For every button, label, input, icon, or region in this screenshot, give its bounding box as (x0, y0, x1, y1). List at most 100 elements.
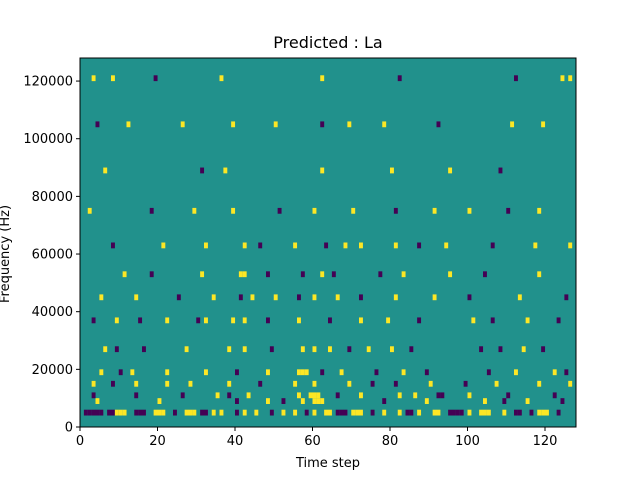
heatmap-cell (436, 121, 441, 128)
heatmap-cell (486, 369, 491, 376)
heatmap-cell (316, 392, 321, 399)
heatmap-cell (490, 242, 495, 249)
heatmap-cell (266, 271, 270, 278)
heatmap-cell (308, 392, 313, 399)
heatmap-cell (242, 242, 247, 249)
heatmap-cell (343, 409, 348, 416)
heatmap-cell (153, 75, 158, 82)
heatmap-cell (537, 380, 542, 387)
y-tick-label: 20000 (32, 363, 73, 378)
heatmap-cell (215, 392, 220, 399)
heatmap-cell (351, 207, 356, 214)
heatmap-cell (537, 207, 542, 214)
heatmap-cell (490, 317, 495, 324)
heatmap-cell (514, 75, 518, 82)
heatmap-cell (114, 409, 119, 416)
heatmap-cell (552, 369, 557, 376)
heatmap-cell (157, 409, 162, 416)
heatmap-cell (297, 392, 301, 399)
heatmap-cell (304, 369, 309, 376)
heatmap-cell (514, 369, 518, 376)
heatmap-cell (552, 392, 557, 399)
heatmap-cell (440, 392, 445, 399)
heatmap-cell (258, 380, 263, 387)
heatmap-cell (180, 392, 185, 399)
heatmap-cell (192, 207, 197, 214)
heatmap-cell (312, 346, 317, 353)
heatmap-cell (312, 294, 317, 301)
heatmap-cell (320, 271, 325, 278)
heatmap-cell (184, 409, 189, 416)
plot-area (79, 57, 577, 428)
heatmap-cell (320, 167, 325, 174)
heatmap-cell (390, 167, 394, 174)
heatmap-cell (432, 294, 437, 301)
heatmap-cell (95, 398, 100, 404)
heatmap-cell (502, 398, 507, 404)
heatmap-cell (242, 346, 247, 353)
heatmap-cell (568, 380, 573, 387)
y-tick-label: 40000 (32, 305, 73, 320)
heatmap-cell (204, 242, 208, 249)
heatmap-cell (335, 392, 340, 399)
heatmap-cell (525, 398, 530, 404)
heatmap-cell (188, 409, 193, 416)
heatmap-cell (514, 409, 518, 416)
heatmap-cell (122, 409, 127, 416)
heatmap-cell (374, 369, 379, 376)
heatmap-cell (541, 121, 546, 128)
heatmap-cell (219, 409, 224, 416)
heatmap-cell (397, 392, 402, 399)
heatmap-cell (153, 409, 158, 416)
heatmap-cell (401, 369, 406, 376)
heatmap-cell (324, 409, 329, 416)
heatmap-cell (293, 242, 298, 249)
heatmap-cell (316, 398, 321, 404)
heatmap-cell (269, 346, 274, 353)
heatmap-cell (397, 409, 402, 416)
heatmap-cell (564, 369, 569, 376)
heatmap-cell (312, 398, 317, 404)
heatmap-cell (393, 380, 398, 387)
heatmap-cell (359, 317, 363, 324)
heatmap-cell (165, 369, 170, 376)
heatmap-cell (339, 369, 344, 376)
heatmap-cell (227, 346, 232, 353)
heatmap-cell (335, 294, 340, 301)
heatmap-cell (204, 409, 208, 416)
heatmap-cell (498, 167, 503, 174)
heatmap-cell (359, 409, 363, 416)
heatmap-cell (204, 369, 208, 376)
heatmap-cell (297, 317, 301, 324)
heatmap-cell (266, 317, 270, 324)
heatmap-cell (393, 207, 398, 214)
heatmap-cell (328, 317, 332, 324)
heatmap-cell (87, 409, 92, 416)
heatmap-cell (545, 409, 549, 416)
y-tick-label: 120000 (23, 75, 73, 90)
heatmap-cell (118, 369, 123, 376)
heatmap-cell (328, 346, 332, 353)
heatmap-cell (134, 294, 139, 301)
y-tick-label: 80000 (32, 190, 73, 205)
heatmap-cell (91, 75, 96, 82)
y-tick-label: 100000 (23, 132, 73, 147)
heatmap-cell (467, 207, 472, 214)
x-tick-label: 80 (382, 434, 399, 449)
x-tick-label: 120 (533, 434, 558, 449)
heatmap-cell (118, 409, 123, 416)
heatmap-cell (161, 242, 166, 249)
heatmap-cell (227, 380, 232, 387)
heatmap-cell (320, 121, 325, 128)
heatmap-cell (134, 380, 139, 387)
heatmap-cell (556, 409, 561, 416)
y-axis: 0 20000 40000 60000 80000 100000 120000 (23, 75, 80, 436)
heatmap-cell (320, 369, 325, 376)
heatmap-cell (111, 242, 115, 249)
heatmap-cell (200, 271, 205, 278)
heatmap-cell (517, 409, 522, 416)
heatmap-cell (91, 392, 96, 399)
heatmap-cell (409, 409, 414, 416)
heatmap-cell (293, 380, 298, 387)
heatmap-cell (541, 409, 546, 416)
